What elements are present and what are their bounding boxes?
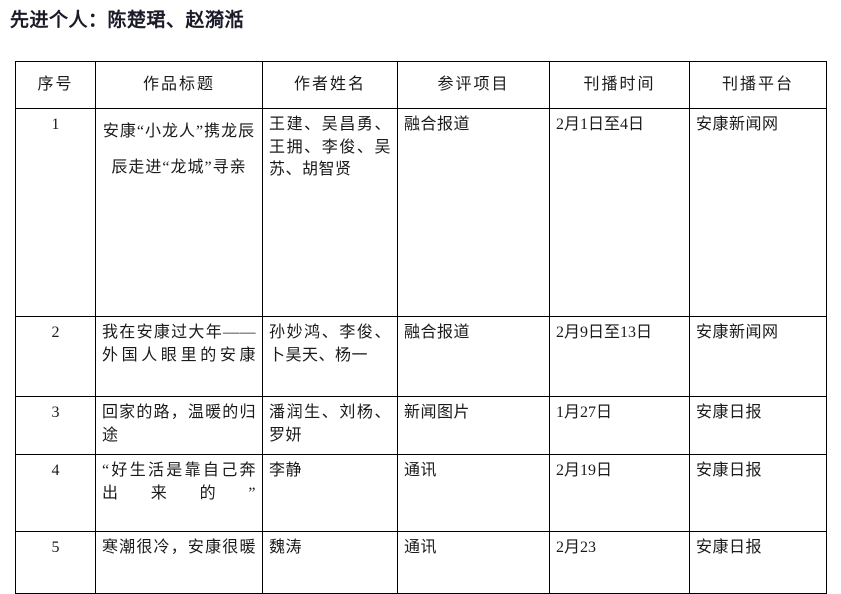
table-row: 4 “好生活是靠自己奔出来的” 李静 通讯 2月19日 安康日报 xyxy=(15,454,827,532)
cell-author: 孙妙鸿、李俊、卜昊天、杨一 xyxy=(262,316,398,397)
cell-title: 回家的路，温暖的归途 xyxy=(95,396,263,455)
cell-sequence: 5 xyxy=(15,531,96,594)
column-header-sequence: 序号 xyxy=(15,61,96,109)
cell-sequence: 4 xyxy=(15,454,96,532)
cell-category: 融合报道 xyxy=(397,108,550,317)
table-row: 1 安康“小龙人”携龙辰辰走进“龙城”寻亲 王建、吴昌勇、王拥、李俊、吴苏、胡智… xyxy=(15,108,827,317)
cell-category: 通讯 xyxy=(397,531,550,594)
cell-category: 通讯 xyxy=(397,454,550,532)
column-header-platform: 刊播平台 xyxy=(689,61,827,109)
award-table-container: 序号 作品标题 作者姓名 参评项目 刊播时间 刊播平台 1 安康“小龙人”携龙辰… xyxy=(15,61,827,594)
cell-category: 新闻图片 xyxy=(397,396,550,455)
cell-category: 融合报道 xyxy=(397,316,550,397)
cell-platform: 安康日报 xyxy=(689,531,827,594)
table-row: 3 回家的路，温暖的归途 潘润生、刘杨、罗妍 新闻图片 1月27日 安康日报 xyxy=(15,396,827,455)
cell-title: “好生活是靠自己奔出来的” xyxy=(95,454,263,532)
cell-title: 寒潮很冷，安康很暖 xyxy=(95,531,263,594)
cell-title: 安康“小龙人”携龙辰辰走进“龙城”寻亲 xyxy=(95,108,263,317)
column-header-title: 作品标题 xyxy=(95,61,263,109)
cell-sequence: 3 xyxy=(15,396,96,455)
column-header-author: 作者姓名 xyxy=(262,61,398,109)
column-header-category: 参评项目 xyxy=(397,61,550,109)
table-row: 5 寒潮很冷，安康很暖 魏涛 通讯 2月23 安康日报 xyxy=(15,531,827,594)
cell-sequence: 1 xyxy=(15,108,96,317)
award-table: 序号 作品标题 作者姓名 参评项目 刊播时间 刊播平台 1 安康“小龙人”携龙辰… xyxy=(15,61,827,594)
cell-date: 2月1日至4日 xyxy=(549,108,690,317)
cell-date: 1月27日 xyxy=(549,396,690,455)
cell-author: 潘润生、刘杨、罗妍 xyxy=(262,396,398,455)
cell-sequence: 2 xyxy=(15,316,96,397)
cell-platform: 安康日报 xyxy=(689,454,827,532)
cell-author: 王建、吴昌勇、王拥、李俊、吴苏、胡智贤 xyxy=(262,108,398,317)
cell-platform: 安康新闻网 xyxy=(689,316,827,397)
column-header-date: 刊播时间 xyxy=(549,61,690,109)
cell-author: 李静 xyxy=(262,454,398,532)
cell-date: 2月9日至13日 xyxy=(549,316,690,397)
cell-date: 2月19日 xyxy=(549,454,690,532)
cell-title: 我在安康过大年——外国人眼里的安康 xyxy=(95,316,263,397)
cell-platform: 安康日报 xyxy=(689,396,827,455)
page-title: 先进个人：陈楚珺、赵漪湉 xyxy=(10,10,245,31)
table-row: 2 我在安康过大年——外国人眼里的安康 孙妙鸿、李俊、卜昊天、杨一 融合报道 2… xyxy=(15,316,827,397)
cell-platform: 安康新闻网 xyxy=(689,108,827,317)
cell-author: 魏涛 xyxy=(262,531,398,594)
cell-date: 2月23 xyxy=(549,531,690,594)
table-header-row: 序号 作品标题 作者姓名 参评项目 刊播时间 刊播平台 xyxy=(15,61,827,109)
